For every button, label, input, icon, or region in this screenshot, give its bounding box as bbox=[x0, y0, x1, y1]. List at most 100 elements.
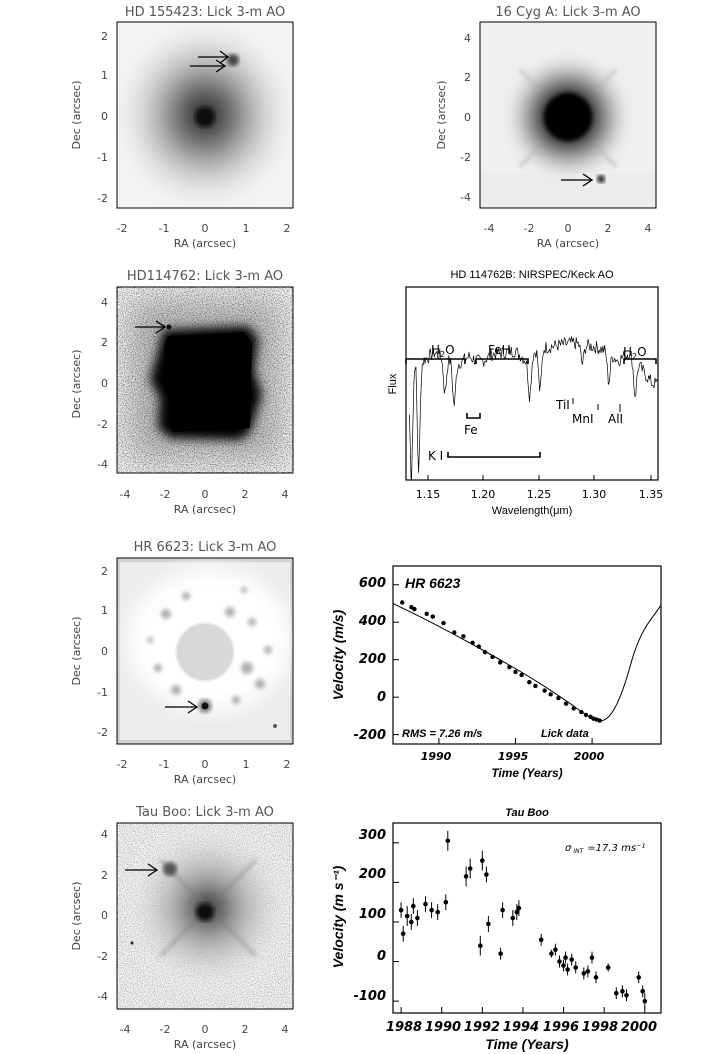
rv-point bbox=[470, 640, 475, 645]
svg-text:1.15: 1.15 bbox=[416, 488, 441, 501]
panel-title: Tau Boo bbox=[505, 807, 549, 819]
panel-title: Tau Boo: Lick 3-m AO bbox=[135, 805, 274, 820]
rv-point bbox=[500, 907, 505, 913]
svg-text:-200: -200 bbox=[353, 728, 386, 743]
svg-text:-2: -2 bbox=[160, 488, 171, 501]
rv-point bbox=[573, 965, 578, 970]
companion-star bbox=[201, 702, 209, 710]
svg-text:-4: -4 bbox=[484, 222, 495, 235]
svg-text:200: 200 bbox=[359, 652, 386, 667]
svg-text:0: 0 bbox=[202, 758, 209, 771]
svg-text:1.25: 1.25 bbox=[527, 488, 552, 501]
rv-point bbox=[486, 921, 491, 927]
panel-title: 16 Cyg A: Lick 3-m AO bbox=[495, 5, 640, 20]
rv-point bbox=[593, 975, 599, 980]
rv-point bbox=[516, 905, 522, 911]
svg-text:2: 2 bbox=[242, 1023, 249, 1036]
rv-point bbox=[435, 909, 441, 915]
y-ticks: 4 2 0 -2 -4 bbox=[97, 296, 108, 471]
ao-image bbox=[117, 558, 293, 744]
rv-point bbox=[527, 680, 532, 685]
y-axis-label: Dec (arcsec) bbox=[435, 81, 448, 150]
band-markers bbox=[405, 358, 657, 458]
rv-point bbox=[614, 990, 619, 996]
rv-point bbox=[445, 838, 451, 844]
star-label: HR 6623 bbox=[405, 575, 460, 591]
panel-title: HD 114762B: NIRSPEC/Keck AO bbox=[450, 269, 613, 281]
rv-point bbox=[585, 969, 591, 974]
svg-text:0: 0 bbox=[202, 488, 209, 501]
rv-point bbox=[563, 701, 569, 706]
x-axis-label: RA (arcsec) bbox=[174, 237, 236, 250]
svg-text:-2: -2 bbox=[117, 758, 128, 771]
companion-star bbox=[163, 862, 177, 876]
rv-point bbox=[490, 654, 495, 660]
label-h2o-right: H2O bbox=[623, 345, 647, 361]
svg-text:2: 2 bbox=[101, 869, 108, 882]
rv-point bbox=[400, 931, 406, 937]
svg-text:2000: 2000 bbox=[621, 1020, 657, 1035]
rv-point bbox=[581, 971, 587, 976]
panel-16cyga: 16 Cyg A: Lick 3-m AO -4 -2 0 2 4 4 2 0 … bbox=[435, 5, 657, 250]
rv-point bbox=[571, 706, 576, 711]
ao-image bbox=[480, 22, 656, 208]
rv-point bbox=[423, 901, 428, 907]
companion-star bbox=[597, 175, 605, 183]
rv-point bbox=[636, 975, 641, 980]
panel-hr6623: HR 6623: Lick 3-m AO -2 -1 0 1 2 bbox=[70, 540, 294, 786]
svg-text:1: 1 bbox=[243, 222, 250, 235]
rv-point bbox=[589, 955, 595, 960]
svg-text:0: 0 bbox=[202, 1023, 209, 1036]
svg-text:2: 2 bbox=[101, 30, 108, 43]
x-axis-label: Time (Years) bbox=[491, 766, 562, 780]
panel-spectrum: HD 114762B: NIRSPEC/Keck AO H2O FeH H2O … bbox=[387, 269, 663, 517]
svg-text:-1: -1 bbox=[159, 222, 170, 235]
svg-text:1994: 1994 bbox=[503, 1020, 539, 1035]
rv-point bbox=[441, 620, 446, 626]
y-ticks: 600 400 200 0 -200 bbox=[353, 576, 386, 743]
svg-text:-1: -1 bbox=[159, 758, 170, 771]
svg-text:0: 0 bbox=[464, 111, 471, 124]
rv-point bbox=[478, 943, 483, 948]
svg-text:4: 4 bbox=[645, 222, 652, 235]
rv-point bbox=[430, 614, 435, 619]
rv-point bbox=[620, 988, 625, 994]
svg-text:0: 0 bbox=[565, 222, 572, 235]
rv-points bbox=[398, 830, 648, 1009]
svg-text:2: 2 bbox=[242, 488, 249, 501]
band-labels: H2O FeH H2O Fe K I TiI MnI AlI bbox=[428, 343, 647, 463]
rv-point bbox=[533, 683, 538, 689]
rv-point bbox=[429, 907, 434, 913]
rv-point bbox=[452, 630, 457, 635]
rv-point bbox=[461, 634, 466, 639]
y-axis-label: Velocity (m s⁻¹) bbox=[330, 865, 346, 968]
rv-point bbox=[556, 695, 561, 701]
panel-tauboo-rv: Tau Boo σ INT =17.3 ms⁻¹ 1988 1990 1992 19… bbox=[330, 807, 662, 1052]
y-axis-label: Flux bbox=[387, 373, 399, 394]
panel-title: HD114762: Lick 3-m AO bbox=[127, 269, 283, 284]
rv-point bbox=[463, 874, 469, 879]
svg-text:-4: -4 bbox=[97, 458, 108, 471]
rv-point bbox=[398, 907, 404, 913]
rv-point bbox=[579, 709, 584, 715]
y-ticks: 2 1 0 -1 -2 bbox=[97, 30, 108, 205]
svg-text:4: 4 bbox=[282, 1023, 289, 1036]
svg-text:400: 400 bbox=[358, 614, 386, 629]
y-axis-label: Velocity (m/s) bbox=[330, 609, 346, 700]
spectrum-line bbox=[409, 336, 658, 480]
arrow-icon bbox=[190, 50, 230, 73]
rv-point bbox=[409, 919, 414, 925]
rv-point bbox=[569, 957, 574, 962]
y-ticks: 4 2 0 -2 -4 bbox=[460, 32, 471, 204]
rv-point bbox=[510, 915, 516, 921]
y-axis-label: Dec (arcsec) bbox=[70, 882, 83, 951]
svg-text:1.35: 1.35 bbox=[639, 488, 664, 501]
arrow-icon bbox=[165, 700, 199, 714]
svg-text:-100: -100 bbox=[353, 989, 386, 1004]
x-ticks: -4 -2 0 2 4 bbox=[120, 1023, 289, 1036]
svg-text:1995: 1995 bbox=[498, 750, 529, 763]
svg-text:2000: 2000 bbox=[574, 750, 605, 763]
y-axis-label: Dec (arcsec) bbox=[70, 81, 83, 150]
rv-point bbox=[538, 937, 544, 943]
